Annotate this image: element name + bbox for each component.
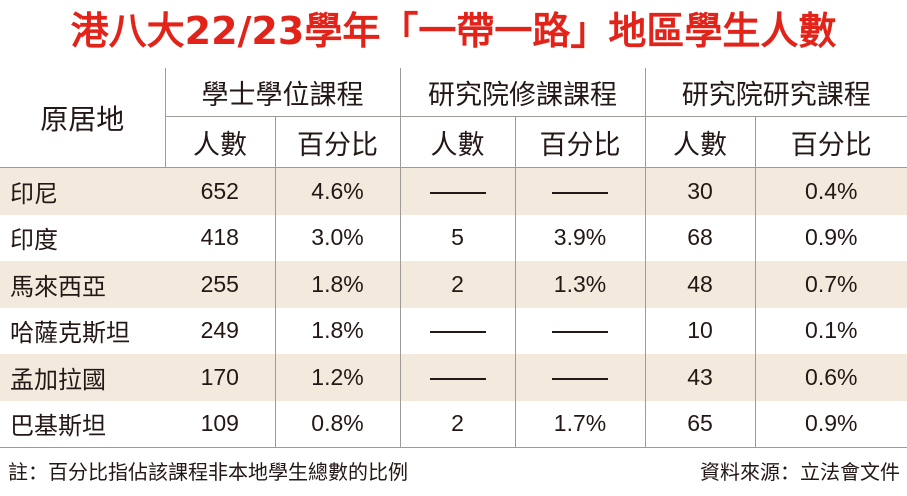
- table-row: 哈薩克斯坦 249 1.8% 10 0.1%: [0, 307, 907, 354]
- table-row: 巴基斯坦 109 0.8% 2 1.7% 65 0.9%: [0, 400, 907, 448]
- empty-value-dash: [399, 307, 515, 354]
- origin-cell: 巴基斯坦: [0, 400, 165, 448]
- chart-title: 港八大22/23學年「一帶一路」地區學生人數: [70, 9, 837, 53]
- percent-cell: 0.7%: [754, 261, 907, 308]
- dash-mark: [552, 191, 608, 194]
- count-cell: 2: [399, 261, 515, 308]
- table-row: 印度 418 3.0% 5 3.9% 68 0.9%: [0, 214, 907, 261]
- count-cell: 5: [399, 214, 515, 261]
- subheader-count: 人數: [164, 116, 275, 168]
- count-cell: 652: [165, 167, 275, 215]
- group-header-taught-postgrad: 研究院修課課程: [399, 68, 645, 117]
- percent-cell: 0.9%: [754, 400, 907, 448]
- empty-value-dash: [514, 167, 645, 215]
- subheader-percent: 百分比: [754, 116, 907, 168]
- percent-cell: 0.9%: [754, 214, 907, 261]
- percent-cell: 0.1%: [754, 307, 907, 354]
- data-table: 原居地 學士學位課程 研究院修課課程 研究院研究課程 人數 百分比 人數 百分比…: [0, 68, 907, 448]
- table-row: 孟加拉國 170 1.2% 43 0.6%: [0, 354, 907, 401]
- percent-cell: 1.8%: [274, 261, 400, 308]
- origin-column-header: 原居地: [0, 68, 165, 168]
- percent-cell: 3.0%: [274, 214, 400, 261]
- count-cell: 109: [165, 400, 275, 448]
- empty-value-dash: [514, 307, 645, 354]
- group-header-research-postgrad: 研究院研究課程: [644, 68, 907, 117]
- percent-cell: 4.6%: [274, 167, 400, 215]
- percent-cell: 0.8%: [274, 400, 400, 448]
- count-cell: 48: [644, 261, 755, 308]
- percent-cell: 1.7%: [514, 400, 645, 448]
- percent-cell: 0.6%: [754, 354, 907, 401]
- count-cell: 68: [644, 214, 755, 261]
- origin-cell: 馬來西亞: [0, 261, 165, 308]
- count-cell: 65: [644, 400, 755, 448]
- percent-cell: 1.2%: [274, 354, 400, 401]
- origin-cell: 印尼: [0, 167, 165, 215]
- origin-cell: 孟加拉國: [0, 354, 165, 401]
- table-row: 馬來西亞 255 1.8% 2 1.3% 48 0.7%: [0, 261, 907, 308]
- footnote: 註：百分比指佔該課程非本地學生總數的比例: [8, 460, 408, 484]
- count-cell: 255: [165, 261, 275, 308]
- dash-mark: [429, 191, 486, 194]
- count-cell: 43: [644, 354, 755, 401]
- count-cell: 418: [200, 224, 239, 251]
- dash-mark: [552, 377, 608, 380]
- group-header-bachelor: 學士學位課程: [164, 68, 400, 117]
- percent-cell: 1.3%: [514, 261, 645, 308]
- empty-value-dash: [399, 167, 515, 215]
- subheader-count: 人數: [644, 116, 755, 168]
- table-body: 印尼 652 4.6% 30 0.4% 印度 418 3.0% 5 3.9% 68 0.9% 馬來西亞 2…: [0, 167, 907, 448]
- subheader-percent: 百分比: [274, 116, 400, 168]
- origin-cell: 哈薩克斯坦: [10, 319, 130, 348]
- percent-cell: 1.8%: [274, 307, 400, 354]
- footer: 註：百分比指佔該課程非本地學生總數的比例 資料來源：立法會文件: [8, 452, 900, 492]
- origin-cell: 印度: [10, 226, 58, 255]
- count-cell: 2: [399, 400, 515, 448]
- dash-mark: [552, 331, 608, 334]
- count-cell: 170: [165, 354, 275, 401]
- table-row: 印尼 652 4.6% 30 0.4%: [0, 167, 907, 215]
- subheader-percent: 百分比: [514, 116, 645, 168]
- empty-value-dash: [514, 354, 645, 401]
- dash-mark: [429, 377, 486, 380]
- subheader-count: 人數: [399, 116, 515, 168]
- count-cell: 249: [200, 317, 239, 344]
- count-cell: 10: [644, 307, 755, 354]
- source-note: 資料來源：立法會文件: [700, 460, 900, 484]
- percent-cell: 3.9%: [514, 214, 645, 261]
- percent-cell: 0.4%: [754, 167, 907, 215]
- count-cell: 30: [644, 167, 755, 215]
- empty-value-dash: [399, 354, 515, 401]
- dash-mark: [429, 331, 486, 334]
